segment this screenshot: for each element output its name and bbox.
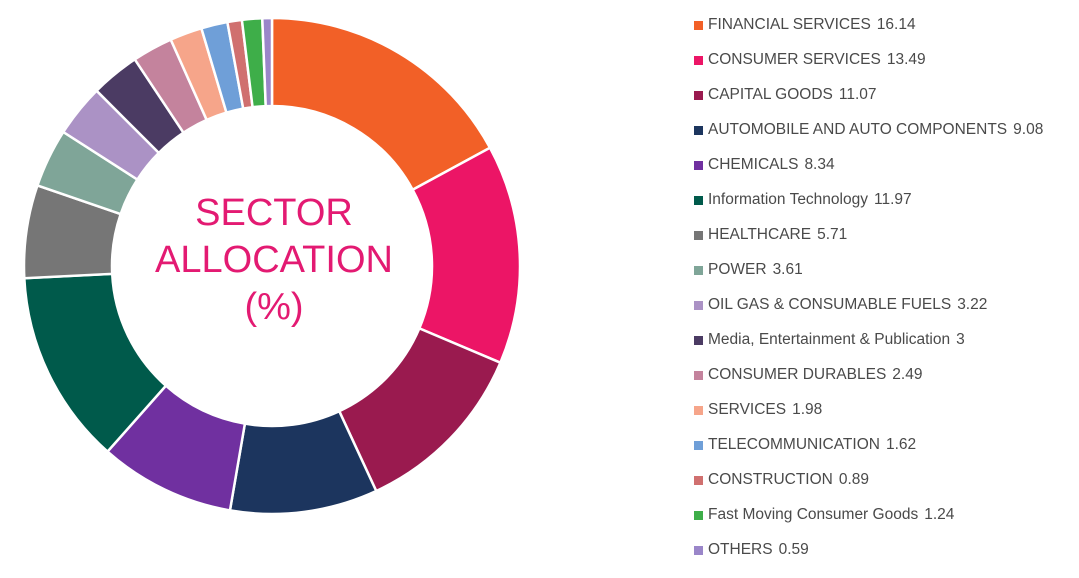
legend-value: 0.59	[778, 541, 809, 558]
legend-label: SERVICES	[708, 401, 787, 418]
legend-item: TELECOMMUNICATION 1.62	[694, 436, 1079, 471]
sector-allocation-chart: SECTOR ALLOCATION (%)	[22, 16, 522, 516]
legend-swatch	[694, 161, 703, 170]
legend-label: POWER	[708, 261, 767, 278]
legend-item: CONSUMER DURABLES 2.49	[694, 366, 1079, 401]
legend-swatch	[694, 56, 703, 65]
legend-swatch	[694, 476, 703, 485]
legend-swatch	[694, 196, 703, 205]
chart-title-line-2: ALLOCATION	[155, 239, 393, 281]
legend-item: CONSTRUCTION 0.89	[694, 471, 1079, 506]
legend-swatch	[694, 511, 703, 520]
chart-title: SECTOR ALLOCATION (%)	[100, 190, 448, 331]
legend-label: FINANCIAL SERVICES	[708, 16, 871, 33]
legend-item: AUTOMOBILE AND AUTO COMPONENTS 9.08	[694, 121, 1079, 156]
legend-value: 8.34	[804, 156, 835, 173]
legend-label: CONSTRUCTION	[708, 471, 833, 488]
legend-label: Media, Entertainment & Publication	[708, 331, 951, 348]
legend-item: CHEMICALS 8.34	[694, 156, 1079, 191]
legend-item: SERVICES 1.98	[694, 401, 1079, 436]
legend-swatch	[694, 406, 703, 415]
legend-item: OIL GAS & CONSUMABLE FUELS 3.22	[694, 296, 1079, 331]
legend-value: 13.49	[886, 51, 926, 68]
donut-chart	[22, 16, 522, 516]
chart-legend: FINANCIAL SERVICES 16.14 CONSUMER SERVICES…	[694, 16, 1079, 576]
legend-swatch	[694, 91, 703, 100]
legend-swatch	[694, 336, 703, 345]
legend-label: CONSUMER DURABLES	[708, 366, 887, 383]
legend-item: POWER 3.61	[694, 261, 1079, 296]
legend-value: 9.08	[1013, 121, 1044, 138]
legend-item: Fast Moving Consumer Goods 1.24	[694, 506, 1079, 541]
legend-label: HEALTHCARE	[708, 226, 812, 243]
legend-item: HEALTHCARE 5.71	[694, 226, 1079, 261]
legend-value: 3.22	[957, 296, 988, 313]
legend-label: AUTOMOBILE AND AUTO COMPONENTS	[708, 121, 1008, 138]
legend-label: CONSUMER SERVICES	[708, 51, 881, 68]
legend-swatch	[694, 126, 703, 135]
legend-label: Fast Moving Consumer Goods	[708, 506, 919, 523]
legend-value: 1.98	[792, 401, 823, 418]
legend-swatch	[694, 441, 703, 450]
legend-item: CONSUMER SERVICES 13.49	[694, 51, 1079, 86]
legend-label: CHEMICALS	[708, 156, 799, 173]
chart-title-line-1: SECTOR	[195, 192, 353, 234]
legend-value: 11.97	[873, 191, 912, 208]
legend-value: 1.62	[885, 436, 917, 453]
legend-value: 3.61	[772, 261, 803, 278]
legend-item: CAPITAL GOODS 11.07	[694, 86, 1079, 121]
legend-value: 11.07	[838, 86, 877, 103]
legend-item: OTHERS 0.59	[694, 541, 1079, 576]
legend-value: 2.49	[892, 366, 923, 383]
legend-value: 16.14	[876, 16, 916, 33]
legend-value: 3	[956, 331, 965, 348]
legend-item: Information Technology 11.97	[694, 191, 1079, 226]
legend-item: Media, Entertainment & Publication 3	[694, 331, 1079, 366]
legend-label: Information Technology	[708, 191, 868, 208]
legend-label: OTHERS	[708, 541, 773, 558]
legend-swatch	[694, 546, 703, 555]
legend-swatch	[694, 301, 703, 310]
legend-label: TELECOMMUNICATION	[708, 436, 880, 453]
chart-title-line-3: (%)	[244, 286, 304, 328]
legend-value: 5.71	[817, 226, 848, 243]
legend-swatch	[694, 371, 703, 380]
legend-swatch	[694, 231, 703, 240]
legend-label: CAPITAL GOODS	[708, 86, 833, 103]
legend-label: OIL GAS & CONSUMABLE FUELS	[708, 296, 952, 313]
slice-financial-services	[270, 16, 492, 192]
legend-value: 0.89	[838, 471, 870, 488]
legend-value: 1.24	[924, 506, 955, 523]
legend-swatch	[694, 21, 703, 30]
legend-swatch	[694, 266, 703, 275]
legend-item: FINANCIAL SERVICES 16.14	[694, 16, 1079, 51]
slice-others	[260, 16, 274, 108]
